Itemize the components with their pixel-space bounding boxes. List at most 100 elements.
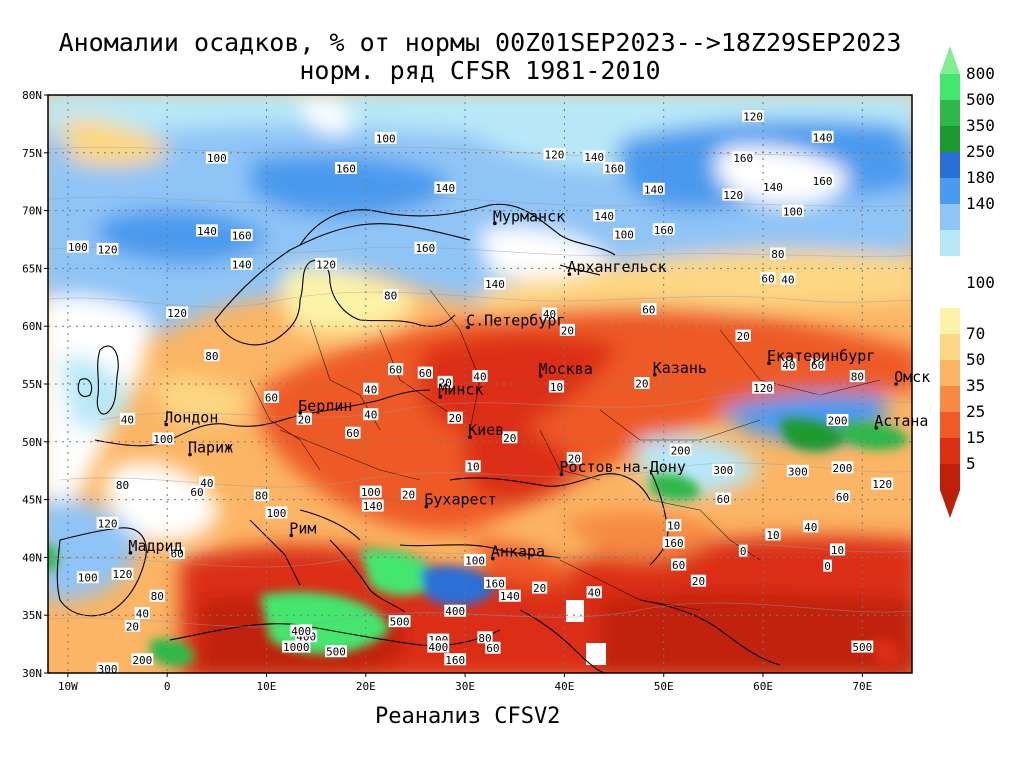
contour-label-bg (642, 182, 665, 195)
contour-label: 20 (737, 330, 750, 343)
contour-label: 40 (473, 371, 486, 384)
contour-label-bg (444, 653, 467, 666)
contour-label-bg (498, 589, 521, 602)
contour-label: 60 (170, 547, 183, 560)
contour-label-bg (732, 151, 755, 164)
colorbar-top-arrow (940, 46, 960, 74)
contour-label: 200 (132, 654, 152, 667)
city-marker (424, 504, 429, 509)
contour-label: 160 (336, 162, 356, 175)
contour-label: 20 (503, 432, 516, 445)
contour-label: 120 (113, 568, 133, 581)
contour-label: 200 (828, 414, 848, 427)
contour-label-bg (66, 240, 89, 253)
contour-label-bg (641, 303, 657, 316)
contour-label: 20 (533, 582, 546, 595)
contour-label: 40 (364, 383, 377, 396)
contour-label-bg (851, 640, 874, 653)
contour-label-bg (566, 452, 582, 465)
contour-label: 40 (781, 273, 794, 286)
contour-label-bg (96, 662, 119, 675)
contour-label: 140 (594, 210, 614, 223)
contour-label: 100 (465, 554, 485, 567)
contour-label: 40 (804, 521, 817, 534)
colorbar-segment (940, 386, 960, 412)
contour-label: 40 (121, 413, 134, 426)
contour-label: 20 (439, 376, 452, 389)
city-marker (567, 272, 572, 276)
contour-label: 40 (782, 359, 795, 372)
contour-label: 60 (389, 364, 402, 377)
contour-label-bg (752, 381, 774, 394)
contour-label: 100 (266, 507, 286, 520)
city-labels: Мурманск Архангельск С.Петербург Москва Каза… (128, 207, 930, 560)
city-label: Ростов-на-Дону (559, 458, 685, 476)
colorbar-label: 5 (966, 454, 976, 473)
lon-tick-label: 0 (164, 680, 171, 693)
contour-label: 20 (568, 453, 581, 466)
country-borders (249, 289, 881, 611)
colorbar-label: 100 (966, 273, 995, 292)
contour-label: 120 (98, 243, 118, 256)
contour-label-bg (427, 640, 450, 653)
contour-label-bg (205, 151, 228, 164)
contour-label-bg (374, 131, 397, 144)
colorbar-label: 140 (966, 194, 995, 213)
colorbar-segment (940, 230, 960, 256)
contour-label: 140 (763, 181, 783, 194)
contour-label: 160 (813, 175, 833, 188)
contour-label-bg (811, 174, 834, 187)
contour-label: 20 (298, 413, 311, 426)
contour-label-bg (345, 426, 361, 439)
contour-label-bg (447, 411, 463, 424)
contour-label-bg (823, 559, 832, 572)
city-marker (538, 374, 543, 378)
contour-label: 160 (654, 224, 674, 237)
contour-label: 0 (824, 560, 831, 573)
contour-label: 60 (761, 272, 774, 285)
contour-label: 400 (428, 641, 448, 654)
contour-label-bg (114, 478, 131, 491)
contour-label: 300 (788, 465, 808, 478)
contour-label-bg (111, 567, 134, 580)
contour-label-bg (760, 271, 776, 284)
contour-label-bg (690, 574, 707, 587)
contour-label: 10 (550, 381, 563, 394)
colorbar-label: 15 (966, 428, 985, 447)
contour-label: 60 (190, 486, 203, 499)
contour-label: 200 (833, 462, 853, 475)
city-marker (128, 550, 133, 555)
city-marker (164, 422, 168, 427)
colorbar-segment (940, 152, 960, 178)
lat-tick-label: 70N (22, 205, 42, 218)
city-label: Лондон (164, 408, 218, 426)
contour-label: 40 (364, 409, 377, 422)
contour-label-bg (195, 224, 218, 237)
contour-label-bg (437, 375, 453, 388)
lat-tick-label: 80N (22, 89, 42, 102)
city-marker (767, 361, 771, 365)
contour-label: 120 (753, 382, 773, 395)
contour-label-bg (477, 631, 493, 644)
city-label: Мурманск (493, 207, 565, 225)
contour-label-bg (738, 544, 748, 557)
city-marker (652, 372, 657, 377)
contour-label: 300 (98, 663, 118, 676)
contour-label: 80 (151, 590, 164, 603)
city-label: Архангельск (567, 258, 666, 276)
colorbar-label: 35 (966, 376, 985, 395)
contour-label: 40 (588, 587, 601, 600)
contour-label-bg (548, 380, 565, 393)
contour-label: 160 (445, 654, 465, 667)
contour-label-bg (131, 653, 154, 666)
colorbar-segment (940, 308, 960, 334)
contour-label-bg (444, 604, 467, 617)
contour-label: 140 (584, 151, 604, 164)
city-label: Екатеринбург (767, 347, 875, 365)
contour-label: 10 (667, 520, 680, 533)
colorbar-label: 50 (966, 350, 985, 369)
city-label: Астана (874, 412, 928, 430)
contour-label: 120 (545, 149, 565, 162)
city-marker (559, 472, 564, 476)
contour-label-bg (282, 640, 311, 653)
